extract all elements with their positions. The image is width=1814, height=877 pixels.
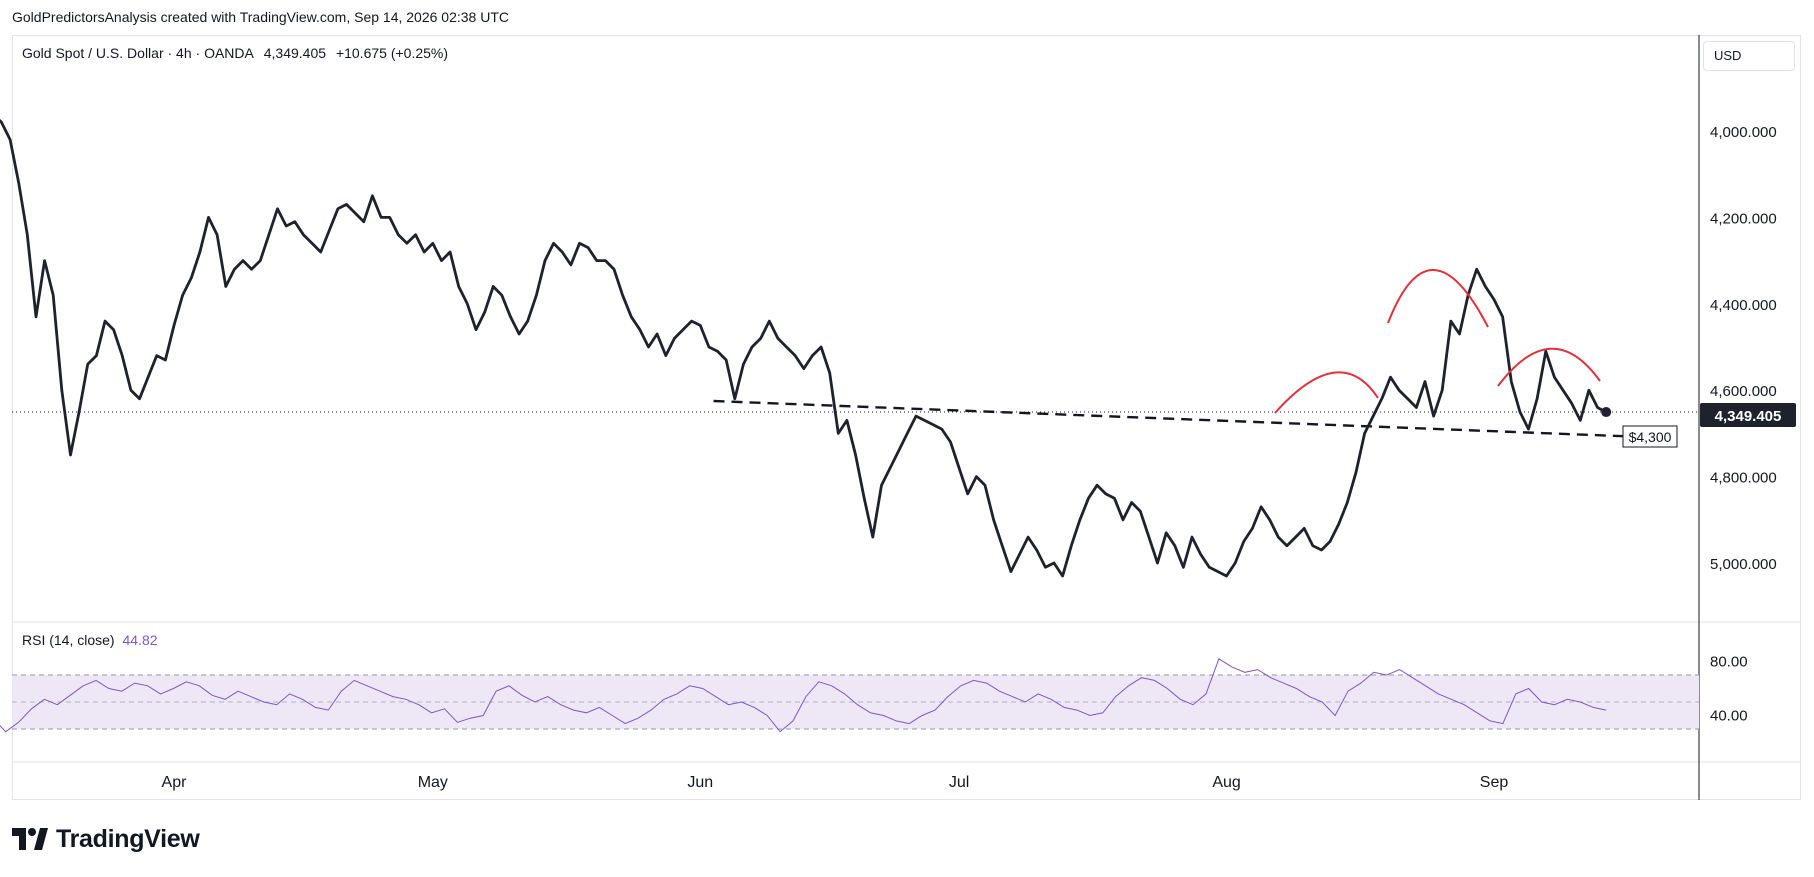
rsi-axis-ticks[interactable]: 80.00 40.00 [1710, 654, 1748, 725]
price-tick-label: 4,400.000 [1710, 297, 1777, 314]
last-price: 4,349.405 [263, 45, 327, 61]
tradingview-logo-text: TradingView [56, 824, 200, 853]
price-series-line [0, 118, 1607, 578]
rsi-value: 44.82 [122, 632, 158, 648]
price-tick-label: 4,800.000 [1710, 470, 1777, 487]
month-tick-label: Aug [1212, 774, 1240, 791]
left-shoulder-arc[interactable] [1274, 371, 1379, 414]
month-tick-label: Apr [162, 774, 188, 791]
rsi-tick-label: 40.00 [1710, 708, 1748, 725]
rsi-legend: RSI (14, close) 44.82 [22, 632, 158, 648]
month-tick-label: Jul [949, 774, 969, 791]
current-price-tag-label: 4,349.405 [1715, 408, 1782, 425]
last-price-dot [1601, 407, 1612, 418]
price-axis-ticks[interactable]: 5,000.000 4,800.000 4,600.000 4,400.000 4,20… [1710, 124, 1777, 573]
month-tick-label: Jun [687, 774, 713, 791]
price-change: +10.675 (+0.25%) [335, 45, 449, 61]
right-shoulder-arc[interactable] [1497, 347, 1601, 387]
tradingview-logo-icon [12, 828, 48, 850]
price-tick-label: 4,600.000 [1710, 383, 1777, 400]
month-tick-label: Sep [1480, 774, 1509, 791]
rsi-tick-label: 80.00 [1710, 654, 1748, 671]
month-tick-label: May [418, 774, 448, 791]
time-axis-ticks[interactable]: Apr May Jun Jul Aug Sep [162, 774, 1509, 791]
symbol-title[interactable]: Gold Spot / U.S. Dollar · 4h · OANDA [22, 45, 254, 61]
neckline-label: $4,300 [1629, 429, 1672, 445]
neckline-label-box[interactable] [1622, 425, 1678, 448]
currency-selector[interactable]: USD [1703, 41, 1795, 71]
chart-frame [12, 35, 1801, 800]
price-tick-label: 5,000.000 [1710, 556, 1777, 573]
rsi-series-line [0, 658, 1607, 733]
rsi-title[interactable]: RSI (14, close) [22, 632, 115, 648]
symbol-legend: Gold Spot / U.S. Dollar · 4h · OANDA 4,3… [22, 45, 454, 61]
head-arc[interactable] [1387, 269, 1489, 328]
neckline-trendline[interactable] [713, 399, 1629, 438]
tradingview-logo[interactable]: TradingView [12, 824, 200, 854]
chart-header: GoldPredictorsAnalysis created with Trad… [12, 9, 509, 25]
current-price-tag [1700, 403, 1796, 427]
price-tick-label: 4,000.000 [1710, 124, 1777, 141]
price-tick-label: 4,200.000 [1710, 210, 1777, 227]
